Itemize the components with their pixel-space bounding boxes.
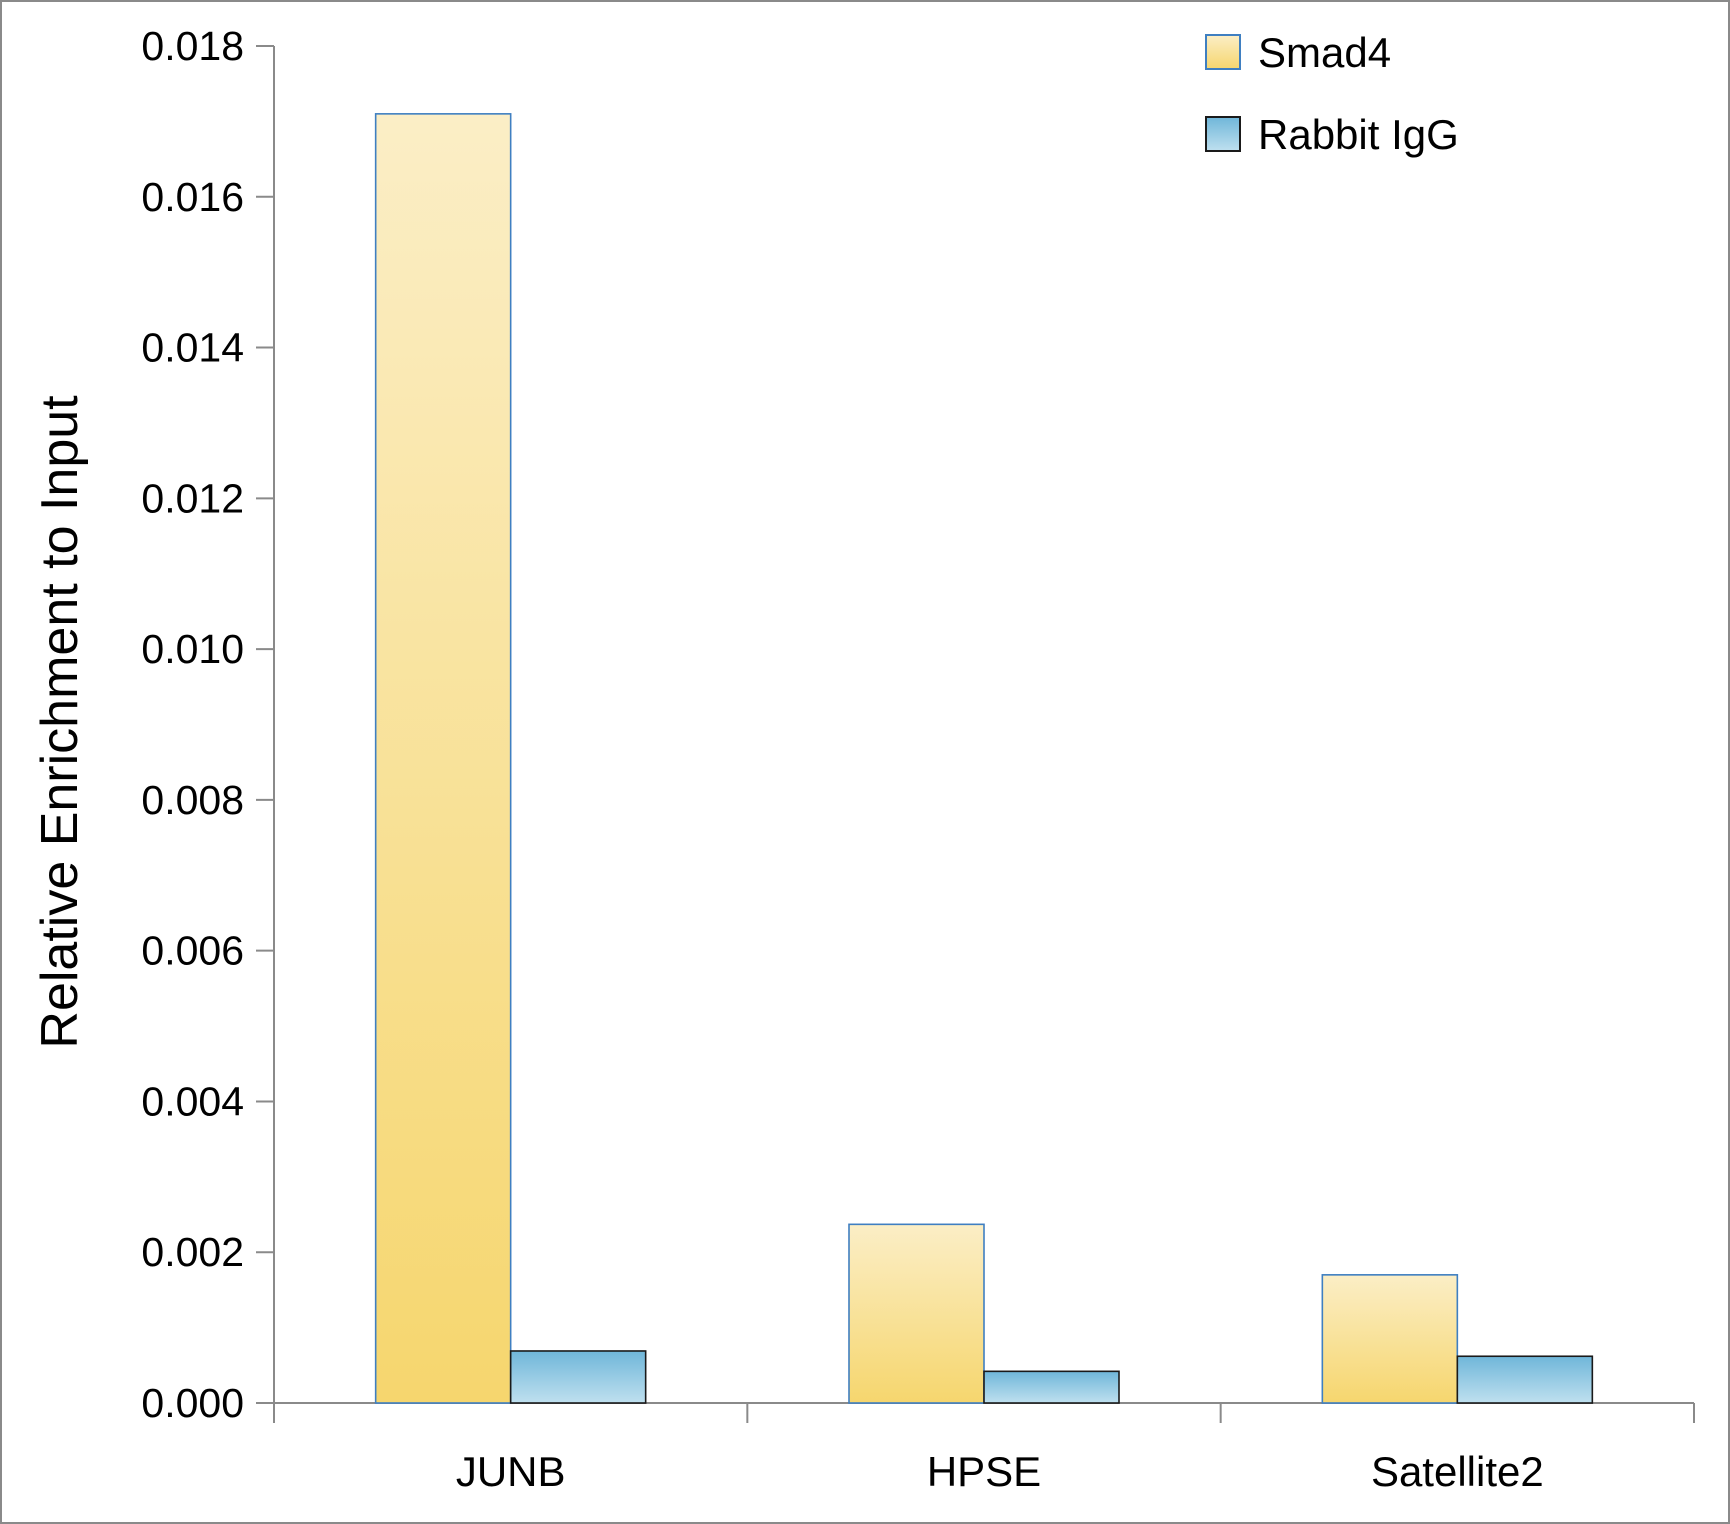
y-tick-label: 0.010: [141, 626, 244, 672]
y-tick-label: 0.016: [141, 174, 244, 220]
bars-group: [374, 113, 1594, 1404]
legend-label-smad4: Smad4: [1258, 29, 1391, 76]
y-tick-label: 0.014: [141, 325, 244, 371]
bar-rabbit-igg-hpse: [983, 1370, 1120, 1404]
y-tick-label: 0.004: [141, 1078, 244, 1124]
y-tick-label: 0.018: [141, 23, 244, 69]
y-tick-label: 0.008: [141, 777, 244, 823]
y-tick-label: 0.000: [141, 1380, 244, 1426]
legend-label-rabbit-igg: Rabbit IgG: [1258, 111, 1459, 158]
x-category-label-junb: JUNB: [456, 1448, 566, 1495]
bar-smad4-satellite2: [1321, 1274, 1459, 1404]
bar-rabbit-igg-junb: [509, 1350, 647, 1404]
y-tick-label: 0.012: [141, 475, 244, 521]
y-axis: 0.000 0.002 0.004 0.006 0.008 0.010 0.012 0.014…: [141, 23, 275, 1426]
legend-swatch-smad4: [1205, 34, 1241, 70]
y-tick-label: 0.002: [141, 1229, 244, 1275]
bar-rabbit-igg-satellite2: [1456, 1355, 1594, 1404]
x-category-label-hpse: HPSE: [927, 1448, 1041, 1495]
legend: Smad4 Rabbit IgG: [1205, 29, 1459, 158]
legend-swatch-rabbit-igg: [1205, 116, 1241, 152]
y-tick-label: 0.006: [141, 928, 244, 974]
x-axis: JUNB HPSE Satellite2: [273, 1402, 1695, 1495]
x-category-label-satellite2: Satellite2: [1371, 1448, 1544, 1495]
bar-smad4-junb: [374, 113, 512, 1404]
y-axis-title: Relative Enrichment to Input: [31, 395, 89, 1049]
bar-smad4-hpse: [848, 1223, 985, 1404]
